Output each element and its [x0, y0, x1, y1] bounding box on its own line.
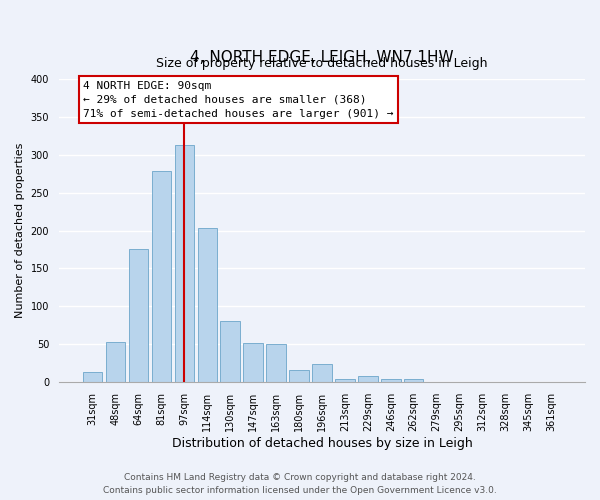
Text: Contains HM Land Registry data © Crown copyright and database right 2024.
Contai: Contains HM Land Registry data © Crown c… — [103, 474, 497, 495]
Bar — [152, 172, 171, 382]
Title: 4, NORTH EDGE, LEIGH, WN7 1HW: 4, NORTH EDGE, LEIGH, WN7 1HW — [190, 50, 454, 65]
Bar — [244, 343, 263, 382]
X-axis label: Distribution of detached houses by size in Leigh: Distribution of detached houses by size … — [172, 437, 472, 450]
Bar — [83, 372, 103, 382]
Text: Size of property relative to detached houses in Leigh: Size of property relative to detached ho… — [156, 56, 488, 70]
Bar — [266, 344, 286, 383]
Bar — [175, 144, 194, 382]
Bar — [404, 378, 424, 382]
Bar — [381, 380, 401, 382]
Bar — [220, 321, 240, 382]
Bar — [197, 228, 217, 382]
Bar — [106, 342, 125, 382]
Y-axis label: Number of detached properties: Number of detached properties — [15, 143, 25, 318]
Bar — [289, 370, 309, 382]
Bar — [312, 364, 332, 382]
Bar — [335, 378, 355, 382]
Text: 4 NORTH EDGE: 90sqm
← 29% of detached houses are smaller (368)
71% of semi-detac: 4 NORTH EDGE: 90sqm ← 29% of detached ho… — [83, 81, 394, 119]
Bar — [358, 376, 377, 382]
Bar — [128, 250, 148, 382]
